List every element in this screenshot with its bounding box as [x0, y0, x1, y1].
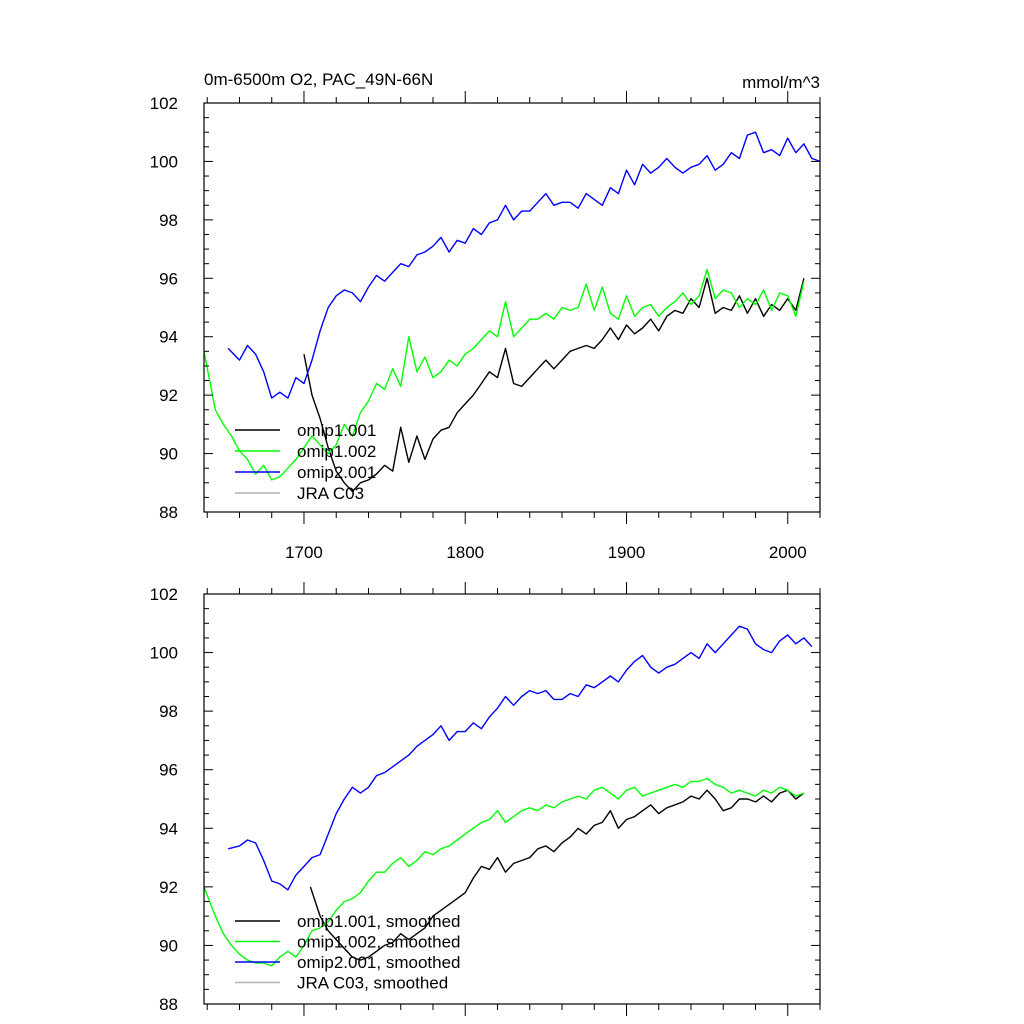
y-tick-label: 92 [159, 386, 178, 405]
series-line-omip1-001-smoothed [309, 789, 805, 961]
y-tick-label: 94 [159, 819, 178, 838]
y-tick-label: 96 [159, 269, 178, 288]
legend: omip1.001 omip1.002 omip2.001 JRA C03 [235, 421, 376, 503]
legend-label-omip2-001: omip2.001 [297, 463, 376, 482]
units-label: mmol/m^3 [742, 73, 820, 92]
legend: omip1.001, smoothed omip1.002, smoothedom… [235, 912, 461, 993]
y-tick-label: 88 [159, 995, 178, 1014]
legend-label-omip1-002-smoothed: omip1.002, smoothed [297, 933, 461, 952]
y-tick-label: 92 [159, 878, 178, 897]
series-line-omip1-001 [303, 277, 805, 493]
y-tick-label: 94 [159, 328, 178, 347]
x-tick-label: 2000 [769, 543, 807, 562]
legend-label-omip1-001-smoothed: omip1.001, smoothed [297, 912, 461, 931]
y-tick-label: 100 [150, 644, 178, 663]
series-line-omip1-002 [204, 268, 805, 481]
series-group [204, 625, 813, 967]
x-tick-label: 1700 [285, 543, 323, 562]
legend-label-omip1-001: omip1.001 [297, 421, 376, 440]
series-line-omip2-001 [227, 131, 820, 399]
y-tick-label: 90 [159, 936, 178, 955]
figure-title: 0m-6500m O2, PAC_49N-66N [204, 70, 433, 89]
y-tick-label: 102 [150, 94, 178, 113]
top-panel: 88 90 92 94 96 98 100 102 1700 1800 1900 2000 omip1.… [150, 91, 821, 562]
y-tick-label: 98 [159, 211, 178, 230]
legend-label-omip1-002: omip1.002 [297, 442, 376, 461]
x-tick-label: 1800 [446, 543, 484, 562]
y-tick-label: 98 [159, 702, 178, 721]
x-tick-label: 1900 [608, 543, 646, 562]
legend-label-omip2-001-smoothed: omip2.001, smoothed [297, 953, 461, 972]
series-line-omip2-001-smoothed [228, 625, 813, 891]
legend-label-jra-c03-smoothed: JRA C03, smoothed [297, 974, 448, 993]
y-tick-label: 96 [159, 761, 178, 780]
y-tick-label: 100 [150, 152, 178, 171]
series-line-omip1-002-smoothed [204, 777, 805, 967]
y-tick-label: 88 [159, 503, 178, 522]
y-tick-label: 90 [159, 445, 178, 464]
y-tick-label: 102 [150, 585, 178, 604]
series-group [204, 131, 820, 493]
legend-label-jra-c03: JRA C03 [297, 484, 364, 503]
